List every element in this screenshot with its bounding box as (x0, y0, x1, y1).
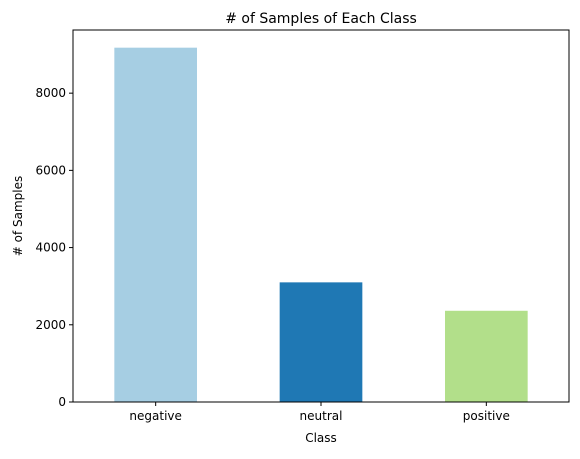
x-tick-label-negative: negative (129, 409, 181, 423)
y-tick-label-0: 0 (58, 395, 66, 409)
y-tick-label-2000: 2000 (35, 318, 66, 332)
plot-frame (72, 29, 570, 403)
y-tick-label-4000: 4000 (35, 241, 66, 255)
x-tick-label-neutral: neutral (300, 409, 343, 423)
x-tick-label-positive: positive (463, 409, 510, 423)
chart-title: # of Samples of Each Class (225, 11, 417, 27)
bar-positive (445, 310, 528, 402)
y-tick-label-8000: 8000 (35, 86, 66, 100)
y-tick-label-6000: 6000 (35, 163, 66, 177)
y-axis-label: # of Samples (11, 176, 25, 257)
bars-layer (114, 47, 528, 403)
bar-neutral (279, 282, 363, 402)
y-axis: 0 2000 4000 6000 8000 (35, 86, 73, 409)
x-axis-label: Class (305, 431, 337, 445)
bar-negative (114, 47, 197, 403)
x-axis: negative neutral positive (129, 402, 510, 423)
